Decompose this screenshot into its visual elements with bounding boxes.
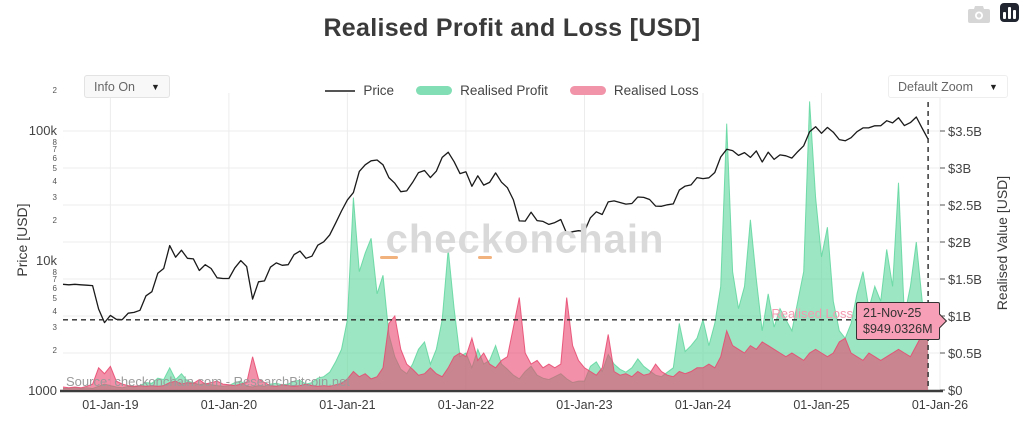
chevron-down-icon: ▼	[989, 81, 998, 92]
legend-label: Realised Loss	[613, 83, 699, 98]
value-axis-title: Realised Value [USD]	[994, 175, 1010, 311]
tooltip-value: $949.0326M	[863, 322, 933, 336]
info-dropdown[interactable]: Info On ▼	[84, 75, 170, 98]
legend-item-price[interactable]: Price	[325, 83, 394, 98]
chevron-down-icon: ▼	[151, 81, 160, 92]
watermark-dash-icon	[478, 256, 492, 259]
page-title: Realised Profit and Loss [USD]	[323, 14, 701, 42]
price-axis-title: Price [USD]	[14, 203, 30, 277]
info-dropdown-label: Info On	[94, 79, 135, 94]
legend-item-realised-loss[interactable]: Realised Loss	[569, 83, 699, 98]
legend-item-realised-profit[interactable]: Realised Profit	[416, 83, 548, 98]
camera-icon[interactable]	[968, 5, 990, 23]
loss-area-swatch-icon	[569, 86, 606, 95]
watermark-dash-icon	[380, 256, 398, 259]
legend-label: Realised Profit	[460, 83, 548, 98]
tooltip-date: 21-Nov-25	[863, 306, 922, 320]
plotly-logo-icon[interactable]	[1000, 3, 1019, 22]
hover-tooltip: 21-Nov-25 $949.0326M	[856, 302, 947, 340]
price-line-swatch-icon	[325, 89, 356, 92]
source-note: Source: checkonchain.com - ResearchBitco…	[66, 374, 350, 389]
legend: Price Realised Profit Realised Loss	[0, 83, 1024, 98]
legend-label: Price	[363, 83, 395, 98]
profit-area-swatch-icon	[416, 86, 453, 95]
zoom-dropdown-label: Default Zoom	[898, 79, 974, 94]
zoom-dropdown[interactable]: Default Zoom ▼	[888, 75, 1008, 98]
realised-loss-annotation: Realised Loss	[771, 306, 853, 321]
